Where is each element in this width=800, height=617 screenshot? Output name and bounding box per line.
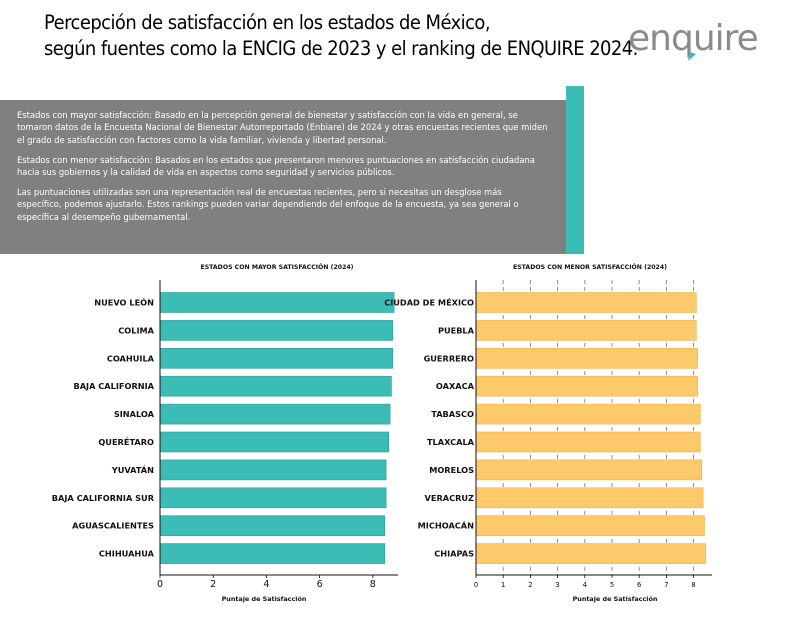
bottom-tick-label: 7: [664, 581, 668, 589]
top-category-label: COAHUILA: [107, 353, 155, 363]
logo-text: enquire: [628, 18, 758, 59]
bottom-tick-label: 4: [583, 581, 587, 589]
top-tick-label: 0: [157, 579, 163, 590]
bottom-tick-label: 1: [501, 581, 505, 589]
accent-stripe: [566, 86, 584, 254]
bottom-bar: [475, 515, 705, 537]
top-category-label: NUEVO LEÓN: [94, 297, 154, 308]
top-category-label: YUVATÁN: [111, 464, 154, 475]
info-paragraph-2: Estados con menor satisfacción: Basados …: [17, 154, 535, 178]
bottom-tick-label: 5: [610, 581, 614, 589]
bottom-category-label: OAXACA: [436, 381, 475, 391]
bottom-bar: [475, 431, 701, 453]
bottom-tick-label: 6: [637, 581, 641, 589]
logo-speech-tail-icon: [688, 52, 696, 61]
bottom-bar: [475, 403, 701, 425]
info-paragraph-3: Las puntuaciones utilizadas son una repr…: [17, 187, 519, 222]
bottom-bar: [475, 543, 707, 564]
top-tick-label: 6: [317, 579, 323, 590]
top-category-label: CHIHUAHUA: [99, 549, 155, 559]
bottom-category-label: CIUDAD DE MÉXICO: [384, 297, 474, 308]
top-x-axis-title: Puntaje de Satisfacción: [222, 595, 307, 603]
bottom-category-label: MORELOS: [429, 465, 474, 475]
bottom-category-label: TLAXCALA: [427, 437, 475, 447]
top-bar: [159, 348, 394, 369]
top-bar: [159, 487, 387, 509]
bottom-tick-label: 2: [528, 581, 532, 589]
bottom-category-label: VERACRUZ: [425, 493, 475, 503]
bottom-category-label: TABASCO: [431, 409, 474, 419]
top-bar: [159, 292, 395, 313]
bottom-bar: [475, 292, 697, 313]
page-title-line-2: según fuentes como la ENCIG de 2023 y el…: [44, 37, 638, 60]
top-tick-label: 8: [370, 579, 376, 590]
bottom-bar: [475, 375, 698, 397]
bottom-tick-label: 3: [555, 581, 559, 589]
bottom-tick-label: 0: [474, 581, 478, 589]
page-title: Percepción de satisfacción en los estado…: [44, 10, 638, 62]
top-chart-title: ESTADOS CON MAYOR SATISFACCIÓN (2024): [200, 262, 353, 271]
bottom-chart-title: ESTADOS CON MENOR SATISFACCIÓN (2024): [513, 262, 667, 271]
bottom-category-label: CHIAPAS: [434, 549, 474, 559]
bottom-category-label: GUERRERO: [424, 353, 474, 363]
enquire-logo: enquire: [628, 18, 759, 61]
top-category-label: SINALOA: [114, 409, 155, 419]
bottom-category-label: MICHOACÁN: [418, 520, 474, 531]
top-tick-label: 4: [263, 579, 269, 590]
top-bar: [159, 543, 386, 564]
top-category-label: QUERÉTARO: [98, 436, 154, 447]
bottom-category-label: PUEBLA: [438, 325, 475, 335]
top-category-label: BAJA CALIFORNIA SUR: [52, 493, 155, 503]
top-bar: [159, 403, 391, 425]
bottom-bar: [475, 487, 704, 509]
page-title-line-1: Percepción de satisfacción en los estado…: [44, 11, 491, 34]
bottom-bar: [475, 348, 698, 369]
top-tick-label: 2: [210, 579, 216, 590]
bottom-bar: [475, 320, 697, 341]
charts-area: ESTADOS CON MAYOR SATISFACCIÓN (2024) NUE…: [52, 262, 712, 603]
info-panel: Estados con mayor satisfacción: Basado e…: [0, 100, 566, 254]
top-bar: [159, 431, 390, 453]
top-bar: [159, 320, 394, 341]
top-bar: [159, 515, 386, 537]
top-category-label: AGUASCALIENTES: [72, 521, 154, 531]
top-bar: [159, 375, 392, 397]
top-category-label: COLIMA: [118, 325, 154, 335]
top-category-label: BAJA CALIFORNIA: [73, 381, 154, 391]
top-bar: [159, 459, 387, 481]
bottom-tick-label: 8: [691, 581, 695, 589]
bottom-bar: [475, 459, 703, 481]
info-paragraph-1: Estados con mayor satisfacción: Basado e…: [17, 110, 548, 145]
bottom-x-axis-title: Puntaje de Satisfacción: [573, 595, 658, 603]
